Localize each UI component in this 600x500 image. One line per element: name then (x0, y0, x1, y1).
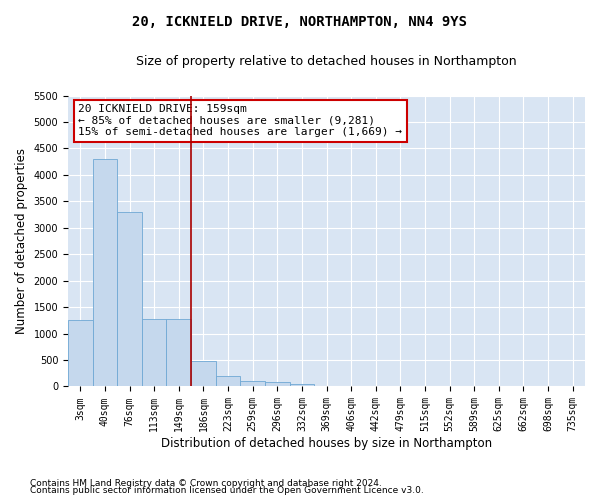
Text: Contains HM Land Registry data © Crown copyright and database right 2024.: Contains HM Land Registry data © Crown c… (30, 478, 382, 488)
Title: Size of property relative to detached houses in Northampton: Size of property relative to detached ho… (136, 55, 517, 68)
Y-axis label: Number of detached properties: Number of detached properties (15, 148, 28, 334)
Bar (68, 320, 92, 386)
Text: Contains public sector information licensed under the Open Government Licence v3: Contains public sector information licen… (30, 486, 424, 495)
X-axis label: Distribution of detached houses by size in Northampton: Distribution of detached houses by size … (161, 437, 492, 450)
Text: 20 ICKNIELD DRIVE: 159sqm
← 85% of detached houses are smaller (9,281)
15% of se: 20 ICKNIELD DRIVE: 159sqm ← 85% of detac… (79, 104, 403, 138)
Bar (117, 212, 142, 386)
Bar (92, 159, 117, 386)
Bar (265, 382, 290, 386)
Bar (241, 380, 265, 386)
Bar (290, 384, 314, 386)
Text: 20, ICKNIELD DRIVE, NORTHAMPTON, NN4 9YS: 20, ICKNIELD DRIVE, NORTHAMPTON, NN4 9YS (133, 15, 467, 29)
Bar (191, 360, 216, 386)
Bar (142, 320, 166, 386)
Bar (216, 376, 241, 386)
Bar (166, 320, 191, 386)
